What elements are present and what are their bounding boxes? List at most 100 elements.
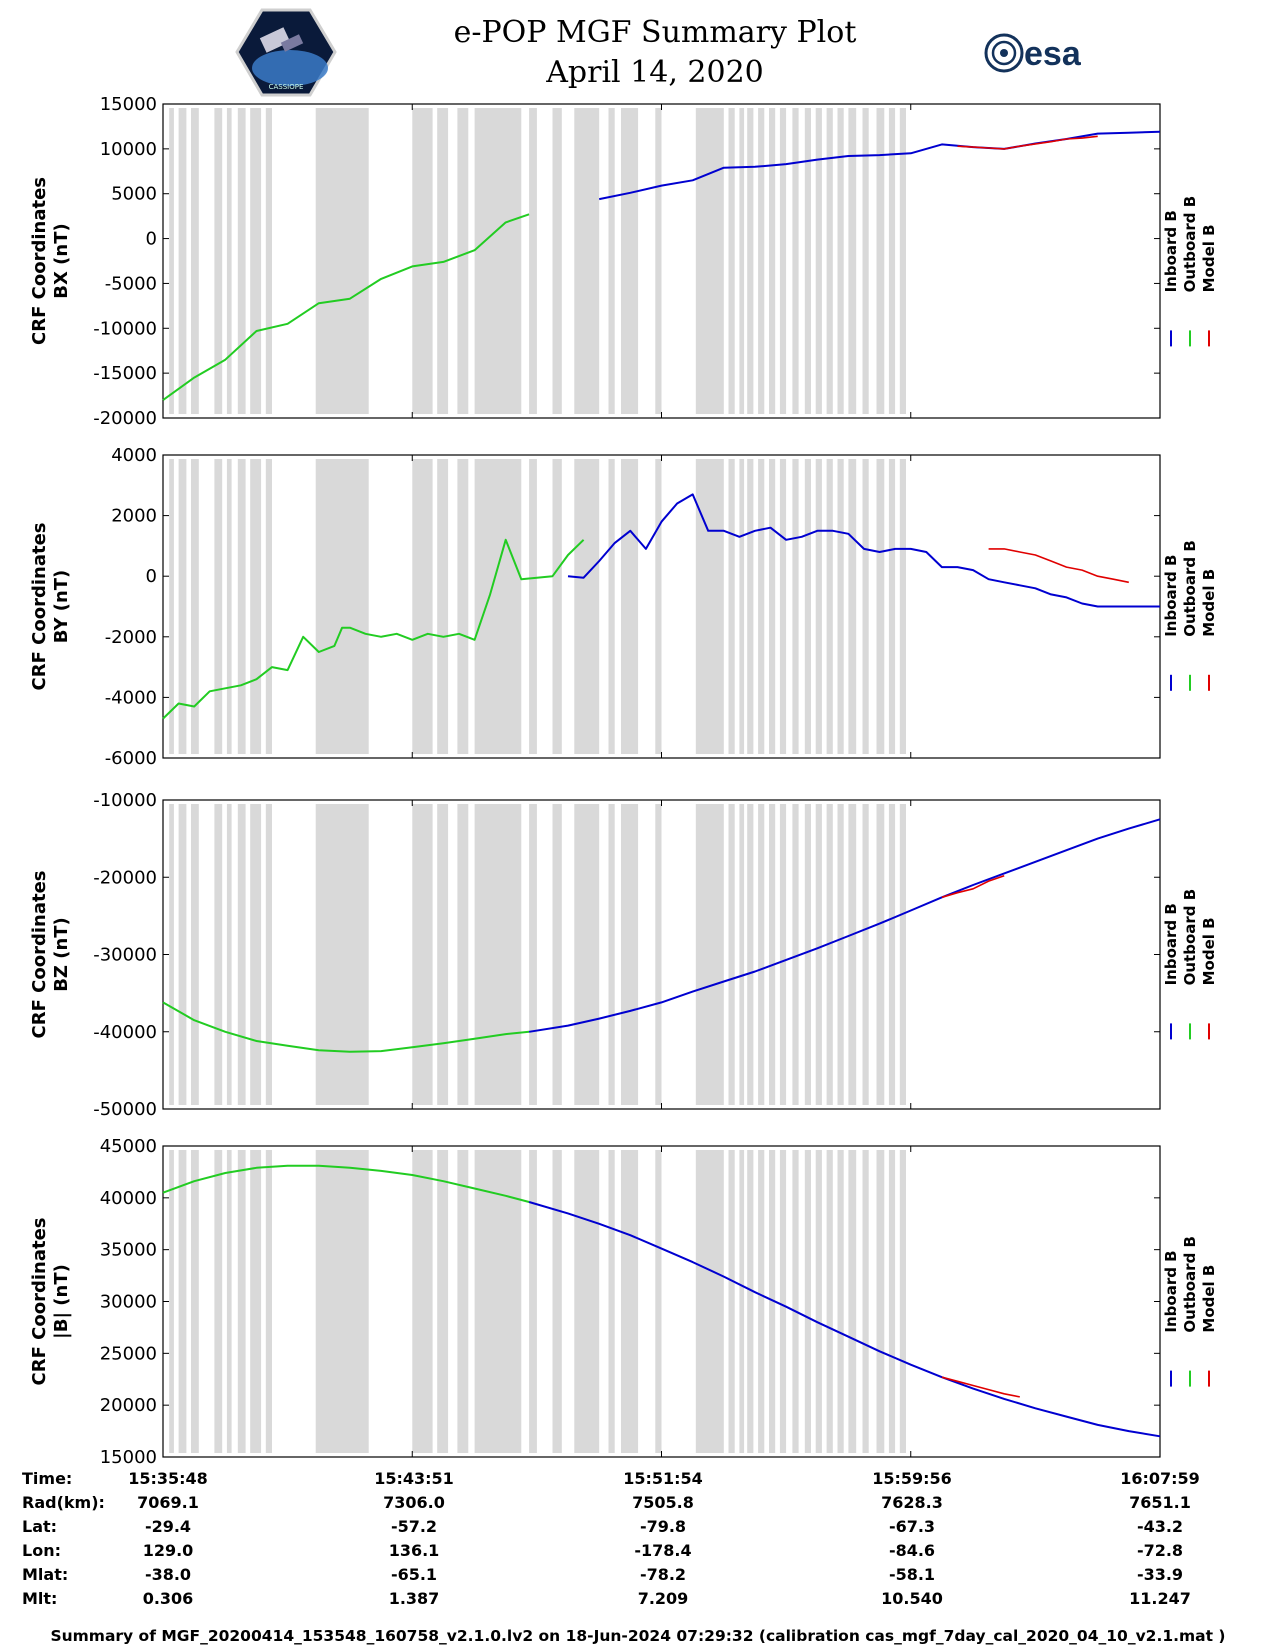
- y-tick-label: 15000: [100, 94, 157, 115]
- gap-band: [169, 1150, 174, 1453]
- chart-panel-3: -10000 -20000 -30000 -40000 -50000 CRF Coordi…: [29, 790, 1218, 1120]
- table-row-label: Time:: [22, 1469, 72, 1488]
- gap-band: [315, 108, 369, 414]
- y-tick-label: 0: [146, 566, 157, 587]
- gap-band: [758, 459, 765, 754]
- y-tick-label: 5000: [111, 184, 157, 205]
- gap-band: [779, 108, 787, 414]
- y-axis-label-line-1: CRF Coordinates: [29, 523, 50, 691]
- gap-band: [826, 459, 833, 754]
- y-tick-label: 30000: [100, 1292, 157, 1313]
- title-line-2: April 14, 2020: [545, 55, 764, 90]
- table-cell: 129.0: [143, 1541, 194, 1560]
- chart-panel-4: 45000 40000 35000 30000 25000 20000 15000 CRF C…: [29, 1136, 1218, 1468]
- y-axis-label-line-1: CRF Coordinates: [29, 1218, 50, 1386]
- series-line-inboard-b: [528, 1201, 1161, 1438]
- gap-band: [552, 108, 562, 414]
- table-row-label: Mlt:: [22, 1589, 57, 1608]
- gap-band: [739, 108, 745, 414]
- y-tick-label: 10000: [100, 139, 157, 160]
- gap-band: [191, 1150, 199, 1453]
- series-line-inboard-b: [528, 818, 1161, 1033]
- gap-band: [474, 804, 522, 1105]
- gap-band: [457, 804, 469, 1105]
- table-cell: 7505.8: [632, 1493, 694, 1512]
- gap-band: [226, 1150, 232, 1453]
- y-tick-label: -30000: [93, 945, 157, 966]
- gap-band: [888, 459, 896, 754]
- gap-band: [655, 804, 662, 1105]
- gap-band: [226, 804, 232, 1105]
- y-tick-label: 20000: [100, 1395, 157, 1416]
- legend-label: Inboard B: [1162, 903, 1180, 985]
- gap-band: [758, 108, 765, 414]
- gap-band: [250, 459, 262, 754]
- legend-label: Outboard B: [1181, 540, 1199, 637]
- table-cell: -78.2: [640, 1565, 686, 1584]
- gap-band: [178, 108, 187, 414]
- gap-band: [214, 1150, 223, 1453]
- gap-band: [728, 459, 735, 754]
- gap-band: [574, 108, 600, 414]
- y-tick-label: -2000: [105, 627, 157, 648]
- gap-band: [815, 1150, 822, 1453]
- table-cell: -29.4: [145, 1517, 191, 1536]
- series-line-outboard-b: [162, 1001, 530, 1053]
- series-line-model-b: [941, 1376, 1020, 1398]
- gap-band: [250, 1150, 262, 1453]
- table-cell: 0.306: [143, 1589, 194, 1608]
- gap-band: [876, 459, 885, 754]
- gap-band: [804, 804, 811, 1105]
- table-cell: -72.8: [1137, 1541, 1183, 1560]
- gap-band: [779, 459, 787, 754]
- gap-band: [437, 1150, 449, 1453]
- y-axis-label-line-1: CRF Coordinates: [29, 177, 50, 345]
- gap-band: [815, 108, 822, 414]
- table-cell: -57.2: [391, 1517, 437, 1536]
- y-tick-label: 0: [146, 229, 157, 250]
- table-cell: 7.209: [638, 1589, 689, 1608]
- legend-label: Inboard B: [1162, 210, 1180, 292]
- esa-logo-text: esa: [1024, 35, 1082, 73]
- gap-band: [169, 108, 174, 414]
- y-tick-label: -50000: [93, 1099, 157, 1120]
- gap-band: [621, 1150, 639, 1453]
- esa-logo: esa: [984, 33, 1082, 73]
- gap-band: [899, 1150, 906, 1453]
- gap-band: [695, 804, 724, 1105]
- gap-band: [792, 108, 799, 414]
- table-row-label: Rad(km):: [22, 1493, 105, 1512]
- x-tick-label: 16:07:59: [1120, 1469, 1200, 1488]
- gap-band: [315, 459, 369, 754]
- gap-band: [739, 804, 745, 1105]
- table-cell: 1.387: [389, 1589, 440, 1608]
- gap-band: [655, 108, 662, 414]
- gap-band: [529, 804, 537, 1105]
- gap-band: [437, 804, 449, 1105]
- legend-label: Model B: [1200, 569, 1218, 637]
- table-cell: 11.247: [1129, 1589, 1191, 1608]
- gap-band: [837, 804, 844, 1105]
- gap-band: [876, 804, 885, 1105]
- gap-band: [888, 1150, 896, 1453]
- gap-band: [265, 1150, 272, 1453]
- gap-band: [226, 459, 232, 754]
- gap-band: [178, 459, 187, 754]
- gap-band: [574, 1150, 600, 1453]
- y-tick-label: 40000: [100, 1188, 157, 1209]
- chart-panel-2: 4000 2000 0 -2000 -4000 -6000 CRF CoordinatesB…: [29, 445, 1218, 769]
- gap-band: [804, 108, 811, 414]
- gap-band: [315, 1150, 369, 1453]
- series-line-model-b: [941, 874, 1005, 899]
- legend: Inboard B Outboard B Model B: [1162, 1236, 1218, 1387]
- table-row-label: Lat:: [22, 1517, 57, 1536]
- gap-band: [191, 108, 199, 414]
- series-line-outboard-b: [162, 1164, 530, 1203]
- gap-band: [552, 459, 562, 754]
- gap-band: [457, 108, 469, 414]
- gap-band: [529, 108, 537, 414]
- series-line-outboard-b: [162, 213, 530, 401]
- y-tick-label: -4000: [105, 687, 157, 708]
- y-tick-label: -10000: [93, 318, 157, 339]
- legend-label: Model B: [1200, 917, 1218, 985]
